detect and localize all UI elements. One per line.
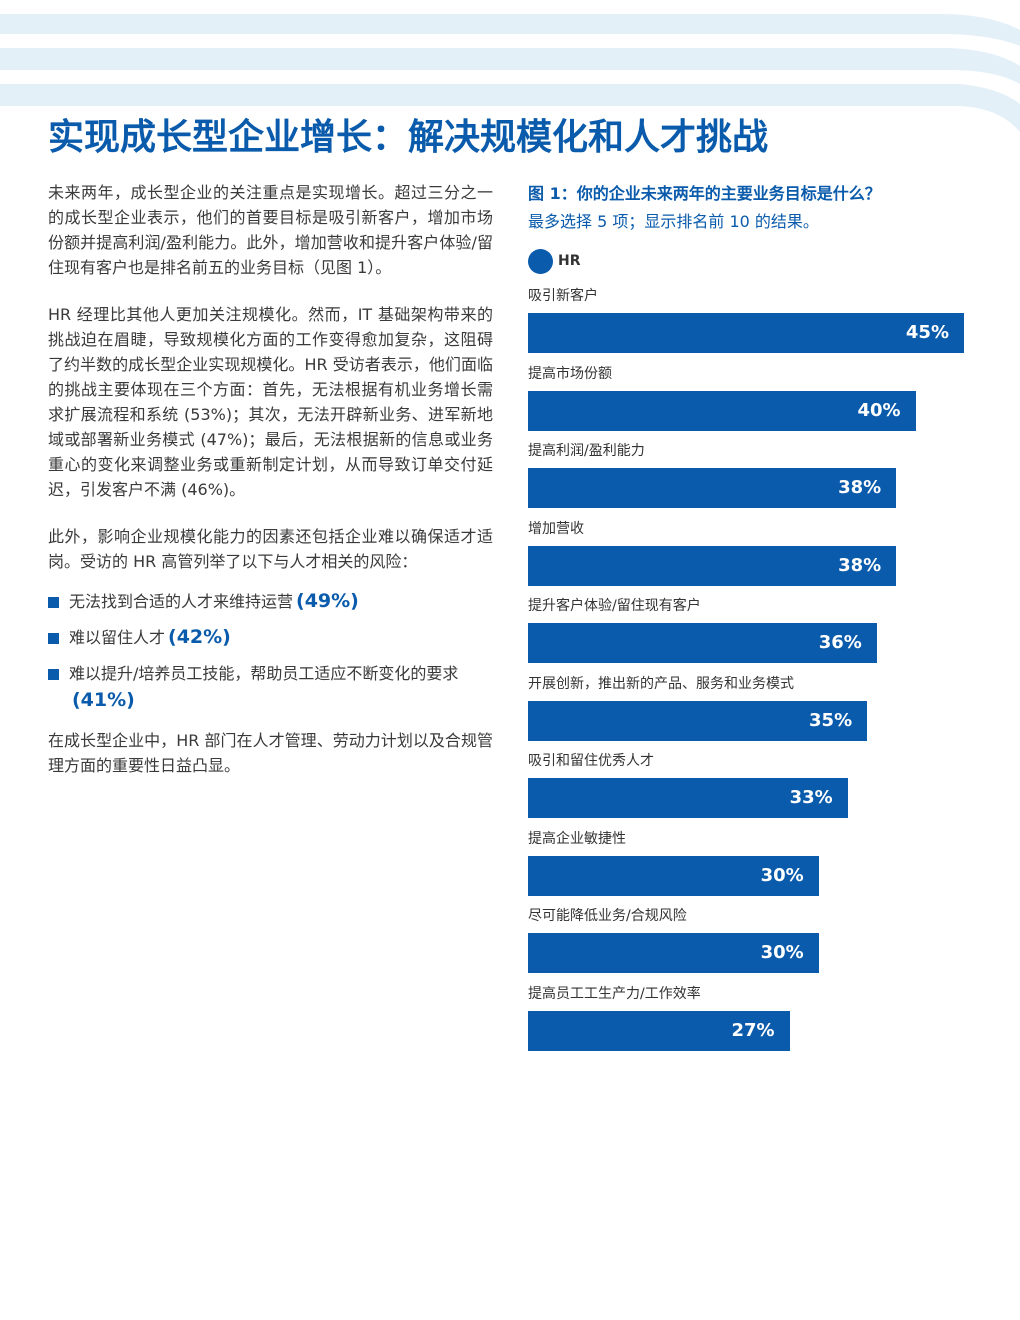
- bar: [528, 855, 819, 896]
- bar: [528, 623, 877, 663]
- page-title: 实现成长型企业增长：解决规模化和人才挑战: [48, 117, 769, 158]
- bullet-square-icon: [48, 597, 59, 608]
- bar-category-label: 提高市场份额: [528, 365, 612, 382]
- bar: [528, 390, 916, 431]
- bar-chart: 吸引新客户 45% 提高市场份额 40% 提高利润/盈利能力 38% 增加营收 38% 提升客户…: [528, 280, 978, 1060]
- bar: [528, 1010, 790, 1051]
- bar: [528, 545, 897, 586]
- bar-category-label: 增加营收: [528, 520, 584, 537]
- list-item-percent: (41%): [72, 689, 135, 711]
- bar-category-label: 提高员工工生产力/工作效率: [528, 985, 701, 1002]
- list-item: 难以提升/培养员工技能，帮助员工适应不断变化的要求 (41%): [48, 660, 493, 714]
- bar-category-label: 提升客户体验/留住现有客户: [528, 598, 701, 614]
- bar-category-label: 吸引新客户: [528, 288, 598, 304]
- bullet-square-icon: [48, 669, 59, 680]
- wave-band-middle: [0, 48, 1020, 84]
- bar-value-label: 30%: [760, 864, 804, 886]
- body-paragraph-3: 此外，影响企业规模化能力的因素还包括企业难以确保适才适岗。受访的 HR 高管列举…: [48, 527, 493, 571]
- bar-value-label: 35%: [809, 709, 853, 731]
- bar-category-label: 吸引和留住优秀人才: [528, 753, 654, 769]
- list-item-percent: (42%): [168, 626, 231, 648]
- list-item: 难以留住人才 (42%): [48, 624, 493, 651]
- bar: [528, 468, 897, 508]
- bar-value-label: 45%: [905, 322, 949, 343]
- bar-value-label: 38%: [838, 477, 882, 498]
- body-paragraph-1: 未来两年，成长型企业的关注重点是实现增长。超过三分之一的成长型企业表示，他们的首…: [48, 183, 493, 277]
- list-item-text: 难以提升/培养员工技能，帮助员工适应不断变化的要求: [69, 664, 459, 683]
- legend-label: HR: [558, 253, 581, 269]
- legend-swatch-icon: [528, 248, 553, 274]
- body-text-column: 未来两年，成长型企业的关注重点是实现增长。超过三分之一的成长型企业表示，他们的首…: [48, 180, 493, 778]
- bar-value-label: 27%: [731, 1019, 775, 1041]
- wave-band-bottom: [0, 84, 1020, 132]
- bar-value-label: 40%: [857, 399, 901, 421]
- figure-title: 图 1：你的企业未来两年的主要业务目标是什么？: [528, 184, 881, 203]
- decorative-wave-bands: [0, 14, 1020, 132]
- wave-band-top: [0, 14, 1020, 46]
- bar-value-label: 38%: [838, 554, 882, 576]
- list-item-text: 难以留住人才: [69, 628, 166, 647]
- bar-category-label: 提高企业敏捷性: [528, 830, 626, 847]
- bar-value-label: 33%: [789, 787, 833, 808]
- chart-legend: HR: [528, 248, 581, 274]
- bar-category-label: 提高利润/盈利能力: [528, 443, 645, 459]
- bar-category-label: 尽可能降低业务/合规风险: [528, 908, 687, 924]
- bar-category-label: 开展创新，推出新的产品、服务和业务模式: [528, 675, 794, 692]
- figure-subtitle: 最多选择 5 项；显示排名前 10 的结果。: [528, 212, 819, 231]
- body-paragraph-2: HR 经理比其他人更加关注规模化。然而，IT 基础架构带来的挑战迫在眉睫，导致规…: [48, 305, 493, 499]
- list-item-text: 无法找到合适的人才来维持运营: [69, 592, 294, 611]
- bar-value-label: 30%: [760, 942, 804, 963]
- bar: [528, 700, 868, 741]
- bar: [528, 778, 848, 818]
- talent-risk-list: 无法找到合适的人才来维持运营 (49%) 难以留住人才 (42%) 难以提升/培养员…: [48, 588, 493, 714]
- bar: [528, 933, 819, 973]
- body-paragraph-4: 在成长型企业中，HR 部门在人才管理、劳动力计划以及合规管理方面的重要性日益凸显…: [48, 731, 493, 775]
- bar-value-label: 36%: [818, 632, 862, 653]
- bar: [528, 313, 964, 353]
- figure-1: 图 1：你的企业未来两年的主要业务目标是什么？ 最多选择 5 项；显示排名前 1…: [528, 180, 978, 1051]
- list-item: 无法找到合适的人才来维持运营 (49%): [48, 588, 493, 615]
- list-item-percent: (49%): [296, 590, 359, 612]
- bullet-square-icon: [48, 633, 59, 644]
